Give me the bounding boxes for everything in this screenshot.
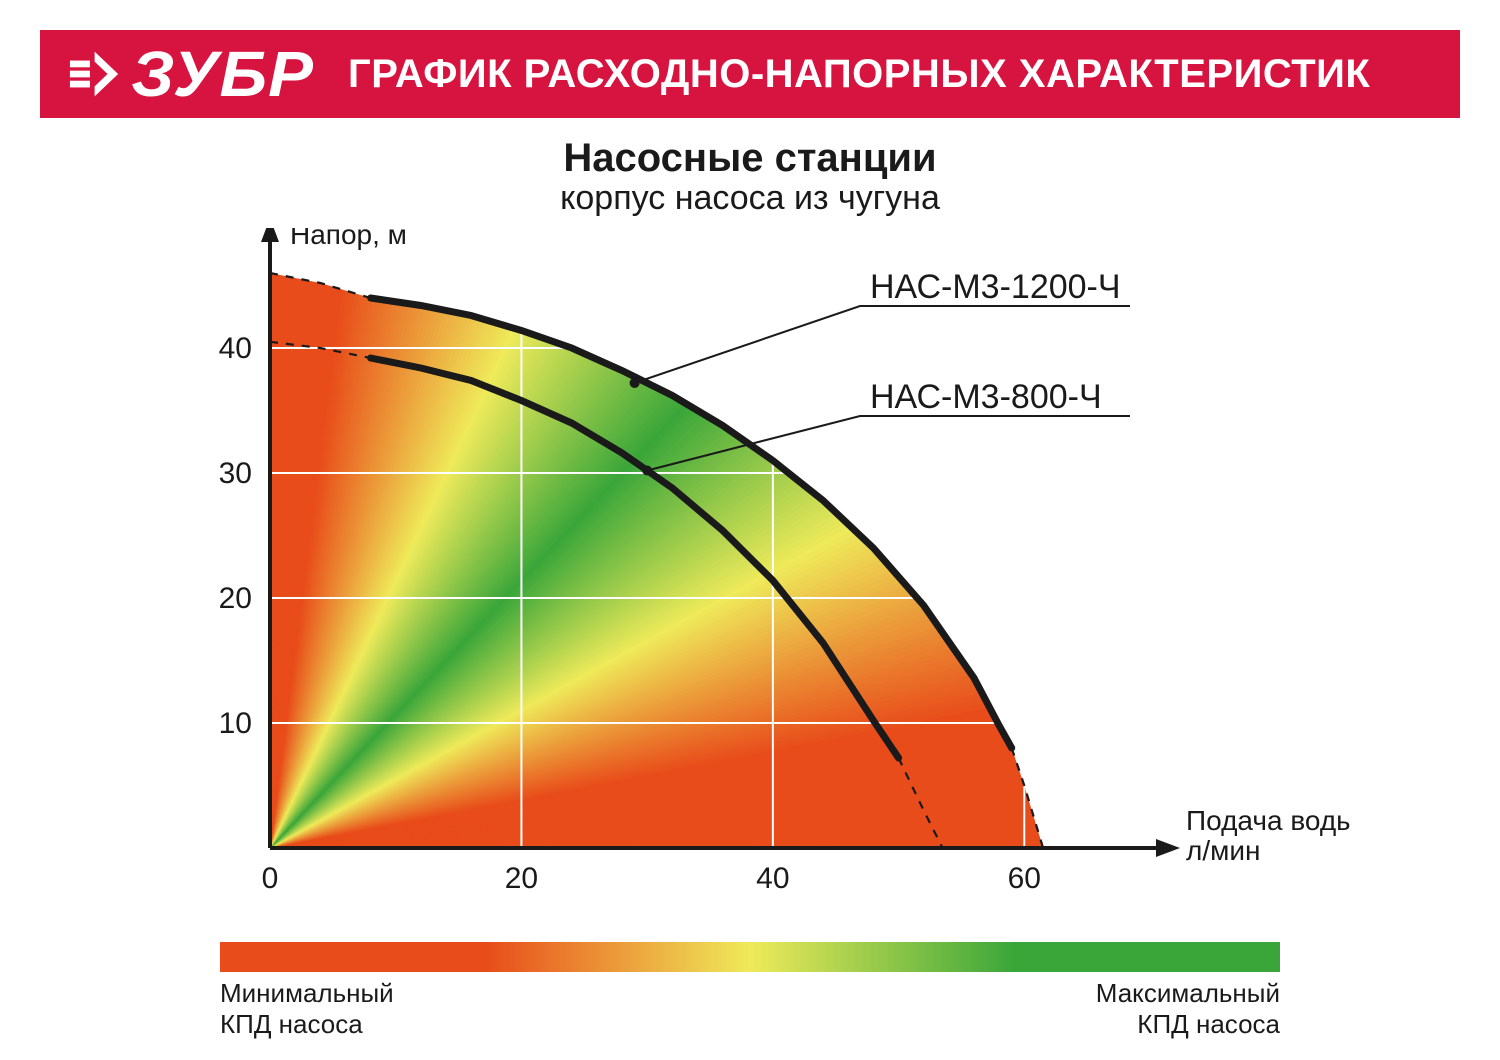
- svg-text:Подача воды,: Подача воды,: [1186, 805, 1350, 836]
- chart-title: Насосные станции: [40, 136, 1460, 181]
- svg-text:20: 20: [219, 582, 252, 615]
- svg-text:0: 0: [262, 862, 279, 895]
- svg-text:л/мин: л/мин: [1186, 835, 1260, 866]
- chart-area: 0 20 40 60 10 20 30 40 Напор, м Подача воды,л/мин…: [150, 228, 1350, 918]
- chart-subtitle: корпус насоса из чугуна: [40, 179, 1460, 218]
- legend-max-2: КПД насоса: [1137, 1009, 1280, 1039]
- legend-min-2: КПД насоса: [220, 1009, 363, 1039]
- legend-min-1: Минимальный: [220, 978, 394, 1008]
- legend-gradient-bar: [220, 942, 1280, 972]
- svg-text:НАС-М3-1200-Ч: НАС-М3-1200-Ч: [870, 268, 1121, 306]
- svg-text:10: 10: [219, 707, 252, 740]
- header-bar: ЗУБР ГРАФИК РАСХОДНО-НАПОРНЫХ ХАРАКТЕРИС…: [40, 30, 1460, 118]
- page: ЗУБР ГРАФИК РАСХОДНО-НАПОРНЫХ ХАРАКТЕРИС…: [0, 0, 1500, 1060]
- pump-chart: 0 20 40 60 10 20 30 40 Напор, м Подача воды,л/мин…: [150, 228, 1350, 918]
- svg-text:40: 40: [756, 862, 789, 895]
- svg-text:30: 30: [219, 457, 252, 490]
- svg-text:НАС-М3-800-Ч: НАС-М3-800-Ч: [870, 378, 1102, 416]
- legend-min: Минимальный КПД насоса: [220, 978, 394, 1040]
- brand-name: ЗУБР: [131, 37, 314, 111]
- brand-arrow-icon: [64, 46, 123, 102]
- svg-text:60: 60: [1008, 862, 1041, 895]
- header-title: ГРАФИК РАСХОДНО-НАПОРНЫХ ХАРАКТЕРИСТИК: [348, 52, 1370, 97]
- svg-text:40: 40: [219, 332, 252, 365]
- brand-logo: ЗУБР: [64, 37, 314, 111]
- svg-text:20: 20: [505, 862, 538, 895]
- svg-text:Напор, м: Напор, м: [290, 228, 407, 250]
- legend: Минимальный КПД насоса Максимальный КПД …: [220, 942, 1280, 1040]
- legend-labels: Минимальный КПД насоса Максимальный КПД …: [220, 978, 1280, 1040]
- legend-max-1: Максимальный: [1096, 978, 1280, 1008]
- legend-max: Максимальный КПД насоса: [1096, 978, 1280, 1040]
